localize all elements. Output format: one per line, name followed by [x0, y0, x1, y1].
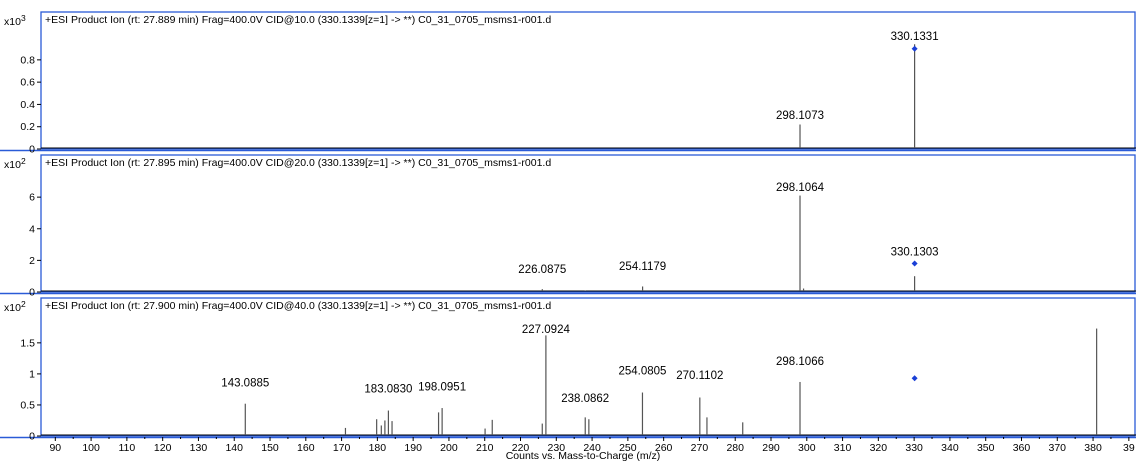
panel-scale-label: x102 — [4, 299, 26, 314]
peak-label: 226.0875 — [518, 264, 566, 276]
precursor-diamond-icon — [911, 45, 918, 52]
peak-label: 254.0805 — [618, 366, 666, 378]
panel-frame — [40, 154, 1136, 293]
x-tick-label: 360 — [1013, 442, 1031, 454]
panel-title: +ESI Product Ion (rt: 27.900 min) Frag=4… — [45, 300, 551, 312]
y-tick-label: 0.2 — [20, 121, 35, 133]
peak-label: 143.0885 — [221, 377, 269, 389]
x-tick-label: 240 — [583, 442, 601, 454]
panel-scale-label: x102 — [4, 156, 26, 171]
panel-scale-label: x103 — [4, 13, 26, 28]
x-tick-label: 190 — [404, 442, 422, 454]
x-tick-label: 340 — [941, 442, 959, 454]
peak-label: 198.0951 — [418, 382, 466, 394]
x-tick-label: 300 — [798, 442, 816, 454]
x-tick-label: 110 — [119, 442, 136, 454]
x-tick-label: 210 — [476, 442, 494, 454]
x-tick-label: 290 — [762, 442, 780, 454]
y-tick-label: 0 — [29, 144, 35, 156]
x-tick-label: 140 — [225, 442, 243, 454]
x-tick-label: 330 — [905, 442, 923, 454]
x-tick-label: 180 — [369, 442, 387, 454]
x-tick-label: 320 — [870, 442, 888, 454]
panel-title: +ESI Product Ion (rt: 27.895 min) Frag=4… — [45, 157, 551, 169]
peak-label: 183.0830 — [364, 384, 412, 396]
peak-label: 330.1331 — [891, 31, 939, 43]
x-tick-label: 39 — [1123, 442, 1135, 454]
x-tick-label: 310 — [834, 442, 852, 454]
x-tick-label: 130 — [190, 442, 208, 454]
x-tick-label: 220 — [512, 442, 530, 454]
y-tick-label: 0 — [29, 287, 35, 299]
y-tick-label: 0.6 — [20, 77, 35, 89]
x-tick-label: 120 — [154, 442, 172, 454]
peak-label: 330.1303 — [891, 247, 939, 259]
panel-title: +ESI Product Ion (rt: 27.889 min) Frag=4… — [45, 14, 551, 26]
y-tick-label: 0.4 — [20, 99, 35, 111]
precursor-diamond-icon — [911, 375, 918, 382]
peak-label: 298.1064 — [776, 182, 825, 194]
peak-label: 298.1066 — [776, 356, 824, 368]
y-tick-label: 4 — [29, 223, 35, 235]
y-tick-label: 0.8 — [20, 54, 35, 66]
precursor-diamond-icon — [911, 260, 918, 267]
peak-label: 227.0924 — [522, 324, 571, 336]
x-tick-label: 200 — [440, 442, 458, 454]
peak-label: 270.1102 — [676, 370, 723, 382]
x-tick-label: 250 — [619, 442, 637, 454]
y-tick-label: 1 — [29, 368, 35, 380]
x-tick-label: 380 — [1084, 442, 1102, 454]
y-tick-label: 2 — [29, 255, 35, 267]
x-tick-label: 170 — [333, 442, 351, 454]
x-tick-label: 100 — [82, 442, 100, 454]
peak-label: 238.0862 — [561, 393, 609, 405]
x-tick-label: 270 — [691, 442, 709, 454]
x-tick-label: 90 — [49, 442, 61, 454]
y-tick-label: 0 — [29, 431, 35, 443]
x-tick-label: 350 — [977, 442, 995, 454]
x-tick-label: 280 — [726, 442, 744, 454]
panel-frame — [40, 297, 1136, 437]
y-tick-label: 1.5 — [20, 337, 35, 349]
peak-label: 298.1073 — [776, 110, 824, 122]
y-tick-label: 6 — [29, 192, 35, 204]
panel-frame — [40, 11, 1136, 150]
x-tick-label: 150 — [261, 442, 279, 454]
x-tick-label: 160 — [297, 442, 315, 454]
x-tick-label: 260 — [655, 442, 673, 454]
peak-label: 254.1179 — [619, 261, 666, 273]
x-tick-label: 230 — [548, 442, 566, 454]
x-tick-label: 370 — [1049, 442, 1067, 454]
x-axis-label: Counts vs. Mass-to-Charge (m/z) — [506, 450, 661, 461]
y-tick-label: 0.5 — [20, 399, 35, 411]
